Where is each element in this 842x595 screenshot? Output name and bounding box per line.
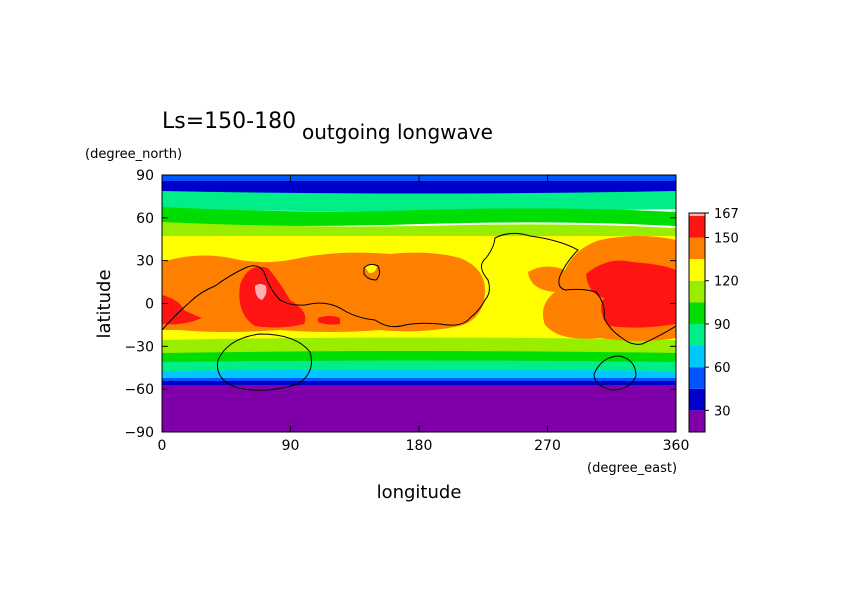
colorbar-swatch (689, 323, 705, 346)
band-north-cyan (162, 191, 676, 212)
colorbar-swatch (689, 259, 705, 281)
colorbar-swatch (689, 237, 705, 260)
colorbar-frame (688, 212, 706, 433)
colorbar-swatch (689, 367, 705, 389)
band-north-green (162, 207, 676, 226)
contour-basin-east (593, 355, 637, 391)
colorbar-swatch (689, 280, 705, 303)
y-tick-label: 60 (136, 211, 154, 227)
region-cool-spot (365, 264, 377, 274)
x-tick-label: 90 (282, 438, 300, 454)
contour-small-north (363, 263, 381, 281)
y-tick-label: 90 (136, 168, 154, 184)
colorbar-swatch (689, 213, 705, 216)
chart-title: outgoing longwave (302, 120, 493, 144)
region-peak-west (255, 284, 267, 300)
colorbar-tick-label: 167 (714, 207, 739, 222)
y-axis-label: latitude (94, 269, 115, 338)
x-tick-label: 360 (663, 438, 690, 454)
x-tick-label: 270 (534, 438, 561, 454)
region-hot-west (239, 266, 306, 328)
olr-field (162, 175, 676, 432)
dichotomy-contour (162, 232, 676, 345)
colorbar-swatch (689, 388, 705, 411)
y-unit-label: (degree_north) (85, 147, 182, 162)
colorbar-tick-label: 90 (714, 318, 731, 333)
x-tick-label: 0 (158, 438, 167, 454)
colorbar-swatch (689, 345, 705, 368)
band-north-lime (162, 222, 676, 240)
x-tick-label: 180 (406, 438, 433, 454)
colorbar-swatch (689, 410, 705, 432)
colorbar-tick-label: 150 (714, 231, 739, 246)
region-hot-small (318, 316, 340, 325)
band-south-darkblue (162, 381, 676, 386)
colorbar-swatch (689, 302, 705, 324)
y-tick-label: 30 (136, 254, 154, 270)
y-tick-label: 0 (145, 297, 154, 313)
colorbar-swatch (689, 215, 705, 238)
topography-contours (162, 232, 676, 391)
x-unit-label: (degree_east) (587, 461, 677, 476)
band-south-lightblue (162, 369, 676, 380)
y-tick-label: −90 (124, 425, 154, 441)
region-hot-east (586, 260, 676, 328)
contour-basin-west (216, 333, 312, 391)
band-north-polar (162, 181, 676, 194)
colorbar: 30 60 90 120 150 167 (688, 207, 739, 433)
y-tick-label: −30 (124, 339, 154, 355)
colorbar-tick-label: 30 (714, 404, 731, 419)
band-south-polar (162, 385, 676, 432)
y-tick-label: −60 (124, 382, 154, 398)
colorbar-tick-label: 120 (714, 275, 739, 290)
x-axis-label: longitude (377, 482, 462, 503)
colorbar-tick-label: 60 (714, 361, 731, 376)
band-south-blue (162, 378, 676, 382)
ls-label: Ls=150-180 (162, 109, 296, 134)
